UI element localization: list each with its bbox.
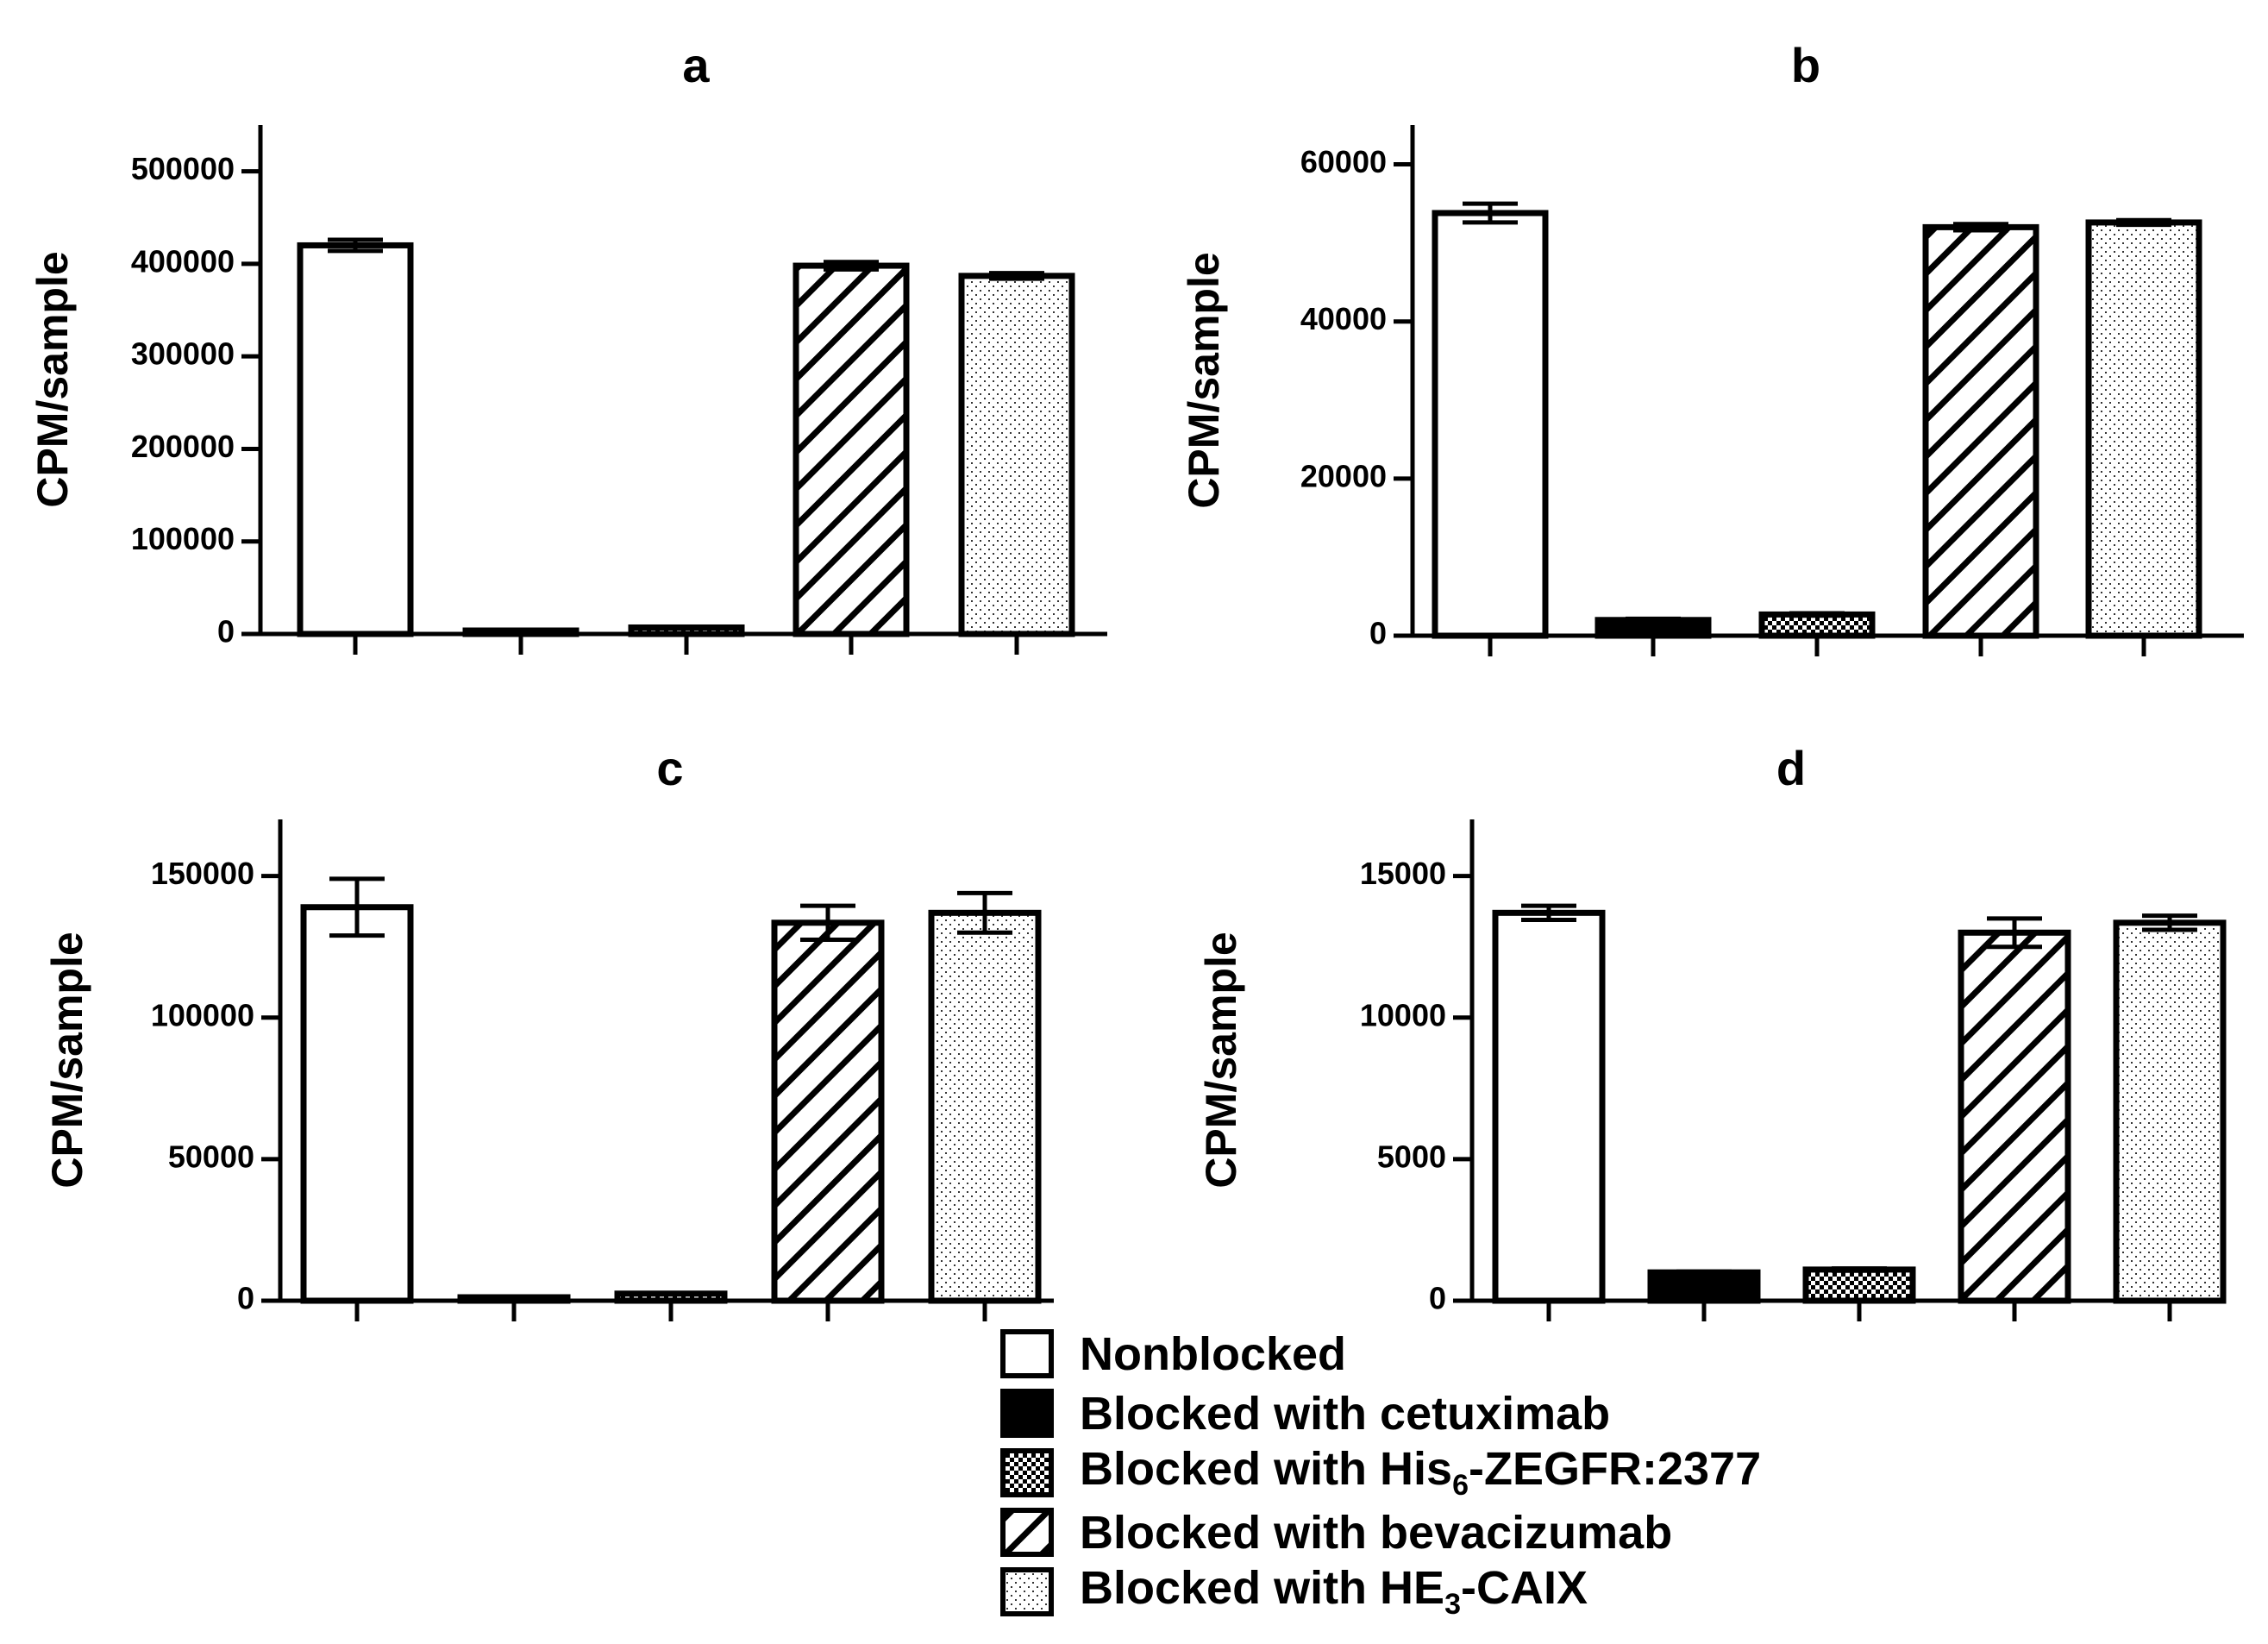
y-tick-label: 50000	[168, 1139, 254, 1174]
bar	[962, 276, 1072, 634]
bar	[2089, 223, 2199, 636]
y-tick-label: 60000	[1300, 144, 1387, 179]
legend-item-nonblocked: Nonblocked	[1000, 1324, 1761, 1384]
y-tick-label: 100000	[151, 997, 254, 1032]
legend-label: Blocked with His6-ZEGFR:2377	[1080, 1446, 1761, 1500]
legend-label: Nonblocked	[1080, 1331, 1346, 1377]
y-tick-label: 500000	[131, 151, 235, 186]
legend-item-caix: Blocked with HE3-CAIX	[1000, 1562, 1761, 1622]
y-tick-label: 40000	[1300, 301, 1387, 336]
y-tick-label: 10000	[1360, 997, 1446, 1032]
y-tick-label: 15000	[1360, 856, 1446, 891]
panel-title: a	[682, 38, 710, 92]
bar	[1495, 913, 1602, 1301]
bar	[1651, 1272, 1757, 1301]
legend-item-zegfr: Blocked with His6-ZEGFR:2377	[1000, 1443, 1761, 1503]
y-tick-label: 0	[1369, 616, 1387, 651]
bar	[2116, 923, 2223, 1301]
y-axis-label: CPM/sample	[43, 932, 91, 1188]
legend-label: Blocked with HE3-CAIX	[1080, 1565, 1588, 1619]
bar	[1926, 227, 2036, 636]
panel-title: b	[1791, 38, 1820, 92]
y-axis-label: CPM/sample	[28, 251, 77, 507]
legend-label: Blocked with bevacizumab	[1080, 1509, 1672, 1556]
bar	[1806, 1270, 1913, 1301]
bar	[1435, 213, 1545, 636]
legend-swatch	[1000, 1329, 1054, 1378]
y-axis-label: CPM/sample	[1180, 252, 1228, 508]
bar	[774, 923, 881, 1301]
y-tick-label: 5000	[1377, 1139, 1446, 1174]
legend-label: Blocked with cetuximab	[1080, 1390, 1610, 1437]
bar	[300, 245, 410, 634]
y-tick-label: 100000	[131, 521, 235, 556]
bar	[931, 913, 1038, 1301]
y-tick-label: 200000	[131, 429, 235, 464]
y-tick-label: 300000	[131, 336, 235, 372]
legend-swatch	[1000, 1448, 1054, 1497]
legend-swatch	[1000, 1389, 1054, 1438]
bar	[1961, 932, 2068, 1301]
legend-item-bevacizumab: Blocked with bevacizumab	[1000, 1503, 1761, 1562]
y-tick-label: 150000	[151, 856, 254, 891]
legend: Nonblocked Blocked with cetuximab Blocked …	[1000, 1324, 1761, 1622]
panel-title: d	[1776, 741, 1806, 795]
y-tick-label: 400000	[131, 243, 235, 279]
legend-swatch	[1000, 1508, 1054, 1557]
y-tick-label: 0	[1429, 1281, 1446, 1316]
y-tick-label: 20000	[1300, 458, 1387, 493]
legend-item-cetuximab: Blocked with cetuximab	[1000, 1384, 1761, 1443]
panel-title: c	[656, 741, 683, 795]
y-tick-label: 0	[237, 1281, 254, 1316]
legend-swatch	[1000, 1567, 1054, 1616]
y-tick-label: 0	[217, 614, 235, 649]
y-axis-label: CPM/sample	[1197, 932, 1245, 1188]
bar	[304, 907, 410, 1301]
bar	[796, 266, 906, 634]
